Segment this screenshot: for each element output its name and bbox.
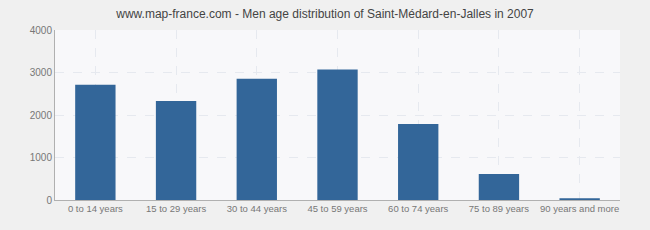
svg-text:45 to 59 years: 45 to 59 years — [307, 203, 367, 214]
svg-text:0 to 14 years: 0 to 14 years — [68, 203, 123, 214]
svg-text:3000: 3000 — [30, 67, 53, 78]
svg-text:90 years and more: 90 years and more — [540, 203, 619, 214]
svg-text:1000: 1000 — [30, 152, 53, 163]
svg-text:60 to 74 years: 60 to 74 years — [388, 203, 448, 214]
svg-text:0: 0 — [46, 195, 52, 206]
svg-text:www.map-france.com - Men age d: www.map-france.com - Men age distributio… — [115, 7, 534, 21]
svg-text:15 to 29 years: 15 to 29 years — [146, 203, 206, 214]
svg-text:2000: 2000 — [30, 110, 53, 121]
svg-text:4000: 4000 — [30, 25, 53, 36]
svg-text:30 to 44 years: 30 to 44 years — [227, 203, 287, 214]
svg-text:75 to 89 years: 75 to 89 years — [469, 203, 529, 214]
